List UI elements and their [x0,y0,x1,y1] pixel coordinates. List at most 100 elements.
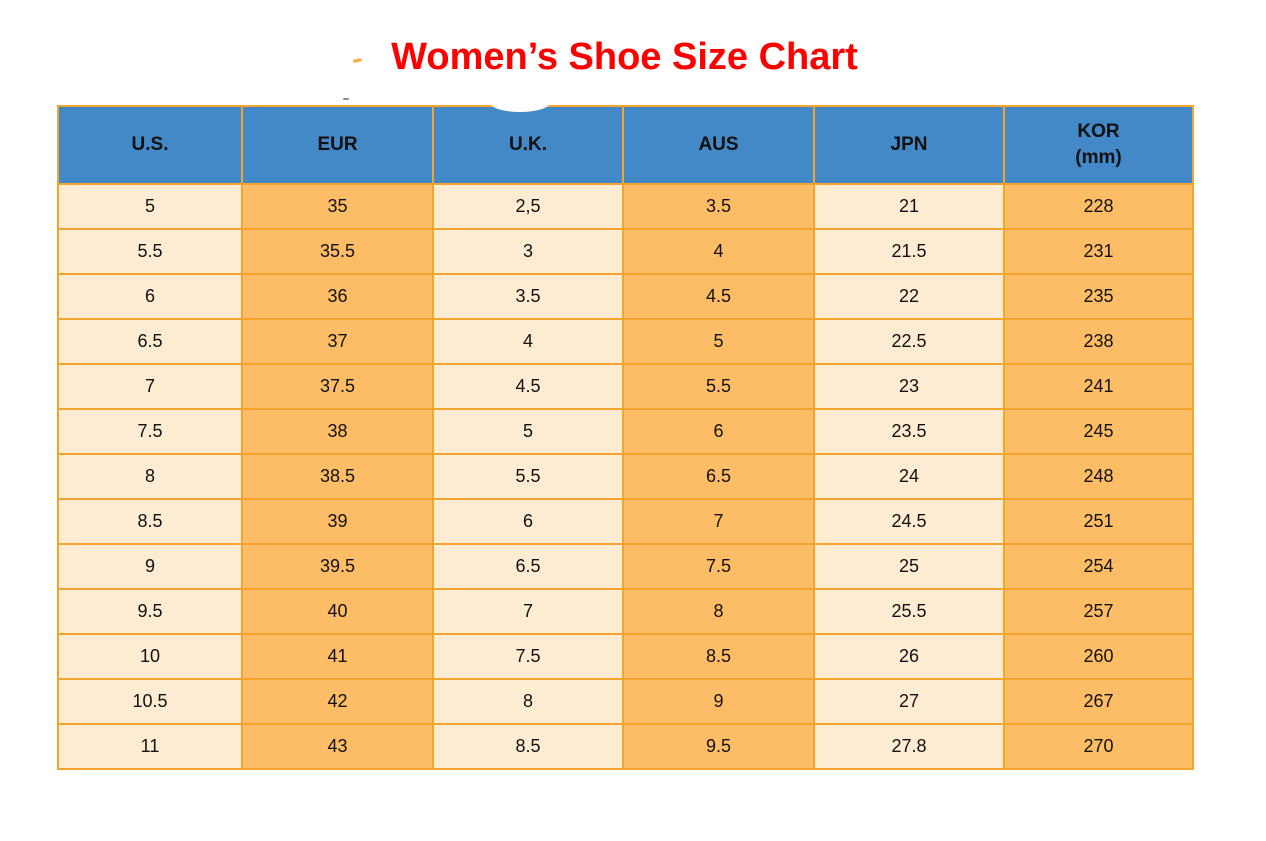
header-kor-line1: KOR [1077,121,1120,143]
cell-us: 11 [57,723,243,770]
header-aus: AUS [622,105,815,185]
header-row: U.S. EUR U.K. AUS JPN KOR (mm) [57,105,1194,185]
cell-aus: 4 [622,228,815,275]
cell-aus: 4.5 [622,273,815,320]
cell-kor: 257 [1003,588,1194,635]
table-row: 6.5 37 4 5 22.5 238 [57,318,1194,365]
table-row: 5 35 2,5 3.5 21 228 [57,183,1194,230]
cell-jpn: 25 [813,543,1005,590]
cell-aus: 8.5 [622,633,815,680]
stray-dash-icon [343,98,349,100]
cell-kor: 231 [1003,228,1194,275]
cell-jpn: 22 [813,273,1005,320]
header-us: U.S. [57,105,243,185]
page-title: Women’s Shoe Size Chart [391,36,858,78]
cell-kor: 260 [1003,633,1194,680]
cell-kor: 267 [1003,678,1194,725]
cell-eur: 41 [241,633,434,680]
cell-kor: 235 [1003,273,1194,320]
cell-uk: 3 [432,228,624,275]
cell-us: 10 [57,633,243,680]
cell-kor: 248 [1003,453,1194,500]
shoe-size-table: U.S. EUR U.K. AUS JPN KOR (mm) 5 35 2,5 3.5… [57,105,1194,770]
cell-uk: 6 [432,498,624,545]
cell-aus: 7 [622,498,815,545]
header-eur: EUR [241,105,434,185]
cell-uk: 4.5 [432,363,624,410]
cell-eur: 43 [241,723,434,770]
cell-us: 10.5 [57,678,243,725]
table-row: 6 36 3.5 4.5 22 235 [57,273,1194,320]
cell-aus: 6.5 [622,453,815,500]
header-kor: KOR (mm) [1003,105,1194,185]
cell-eur: 39 [241,498,434,545]
cell-eur: 35 [241,183,434,230]
cell-eur: 36 [241,273,434,320]
cell-aus: 5.5 [622,363,815,410]
size-table-body: 5 35 2,5 3.5 21 228 5.5 35.5 3 4 21.5 231 6 36 3.5 4.5 2… [57,183,1194,770]
cell-kor: 245 [1003,408,1194,455]
cell-jpn: 26 [813,633,1005,680]
cell-us: 9.5 [57,588,243,635]
cell-eur: 38 [241,408,434,455]
table-row: 9.5 40 7 8 25.5 257 [57,588,1194,635]
cell-kor: 241 [1003,363,1194,410]
table-row: 8 38.5 5.5 6.5 24 248 [57,453,1194,500]
cell-us: 6 [57,273,243,320]
cell-us: 8.5 [57,498,243,545]
cell-uk: 7.5 [432,633,624,680]
cell-aus: 7.5 [622,543,815,590]
cell-eur: 40 [241,588,434,635]
cell-uk: 8 [432,678,624,725]
cell-us: 9 [57,543,243,590]
cell-aus: 9 [622,678,815,725]
table-row: 5.5 35.5 3 4 21.5 231 [57,228,1194,275]
cell-eur: 37 [241,318,434,365]
header-uk: U.K. [432,105,624,185]
cell-jpn: 21 [813,183,1005,230]
cell-us: 6.5 [57,318,243,365]
cell-uk: 5 [432,408,624,455]
cell-jpn: 21.5 [813,228,1005,275]
header-kor-line2: (mm) [1075,147,1122,168]
cell-jpn: 27.8 [813,723,1005,770]
cell-us: 8 [57,453,243,500]
cell-eur: 42 [241,678,434,725]
cell-aus: 6 [622,408,815,455]
cell-jpn: 25.5 [813,588,1005,635]
cell-uk: 8.5 [432,723,624,770]
cell-uk: 2,5 [432,183,624,230]
white-blob-artifact [491,95,549,112]
cell-aus: 9.5 [622,723,815,770]
cell-jpn: 23 [813,363,1005,410]
cell-kor: 270 [1003,723,1194,770]
table-row: 8.5 39 6 7 24.5 251 [57,498,1194,545]
cell-kor: 251 [1003,498,1194,545]
cell-jpn: 24.5 [813,498,1005,545]
cell-us: 5.5 [57,228,243,275]
cell-aus: 8 [622,588,815,635]
cell-eur: 38.5 [241,453,434,500]
cell-aus: 3.5 [622,183,815,230]
table-row: 9 39.5 6.5 7.5 25 254 [57,543,1194,590]
table-row: 11 43 8.5 9.5 27.8 270 [57,723,1194,770]
cell-jpn: 27 [813,678,1005,725]
table-row: 10 41 7.5 8.5 26 260 [57,633,1194,680]
table-row: 10.5 42 8 9 27 267 [57,678,1194,725]
cell-kor: 228 [1003,183,1194,230]
cell-eur: 35.5 [241,228,434,275]
cell-jpn: 24 [813,453,1005,500]
cell-aus: 5 [622,318,815,365]
cell-uk: 4 [432,318,624,365]
cell-kor: 254 [1003,543,1194,590]
cell-jpn: 23.5 [813,408,1005,455]
table-row: 7.5 38 5 6 23.5 245 [57,408,1194,455]
cell-eur: 37.5 [241,363,434,410]
header-jpn: JPN [813,105,1005,185]
table-row: 7 37.5 4.5 5.5 23 241 [57,363,1194,410]
cell-jpn: 22.5 [813,318,1005,365]
cell-uk: 6.5 [432,543,624,590]
cell-us: 7 [57,363,243,410]
cell-uk: 3.5 [432,273,624,320]
cell-kor: 238 [1003,318,1194,365]
